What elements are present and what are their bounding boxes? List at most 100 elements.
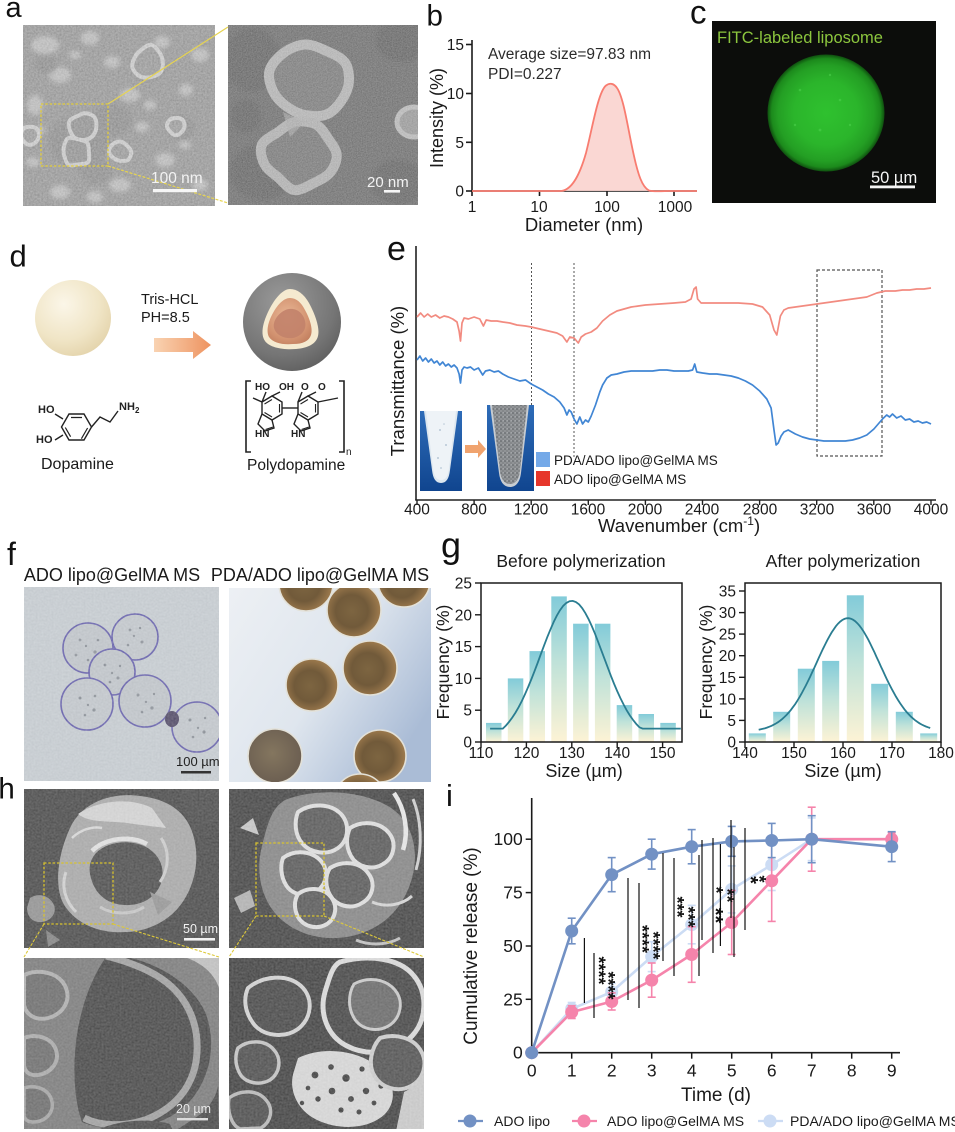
svg-text:Average size=97.83 nm: Average size=97.83 nm xyxy=(488,46,651,63)
svg-text:180: 180 xyxy=(928,745,954,762)
svg-text:3600: 3600 xyxy=(857,502,892,519)
svg-text:PH=8.5: PH=8.5 xyxy=(141,310,190,326)
svg-text:f: f xyxy=(7,536,16,572)
svg-text:10: 10 xyxy=(455,671,473,688)
svg-text:PDA/ADO lipo@GelMA MS: PDA/ADO lipo@GelMA MS xyxy=(211,565,429,585)
svg-text:HO: HO xyxy=(255,382,270,393)
svg-text:35: 35 xyxy=(719,584,736,601)
svg-text:Wavenumber (cm-1): Wavenumber (cm-1) xyxy=(598,514,760,536)
svg-text:After polymerization: After polymerization xyxy=(766,551,921,571)
svg-text:50 µm: 50 µm xyxy=(871,169,917,187)
svg-text:110: 110 xyxy=(469,745,494,762)
svg-text:6: 6 xyxy=(767,1061,777,1081)
svg-text:9: 9 xyxy=(887,1061,897,1081)
svg-text:1200: 1200 xyxy=(514,502,549,519)
svg-text:5: 5 xyxy=(455,135,464,152)
svg-text:g: g xyxy=(441,525,461,566)
svg-text:100 nm: 100 nm xyxy=(151,170,203,187)
svg-text:20: 20 xyxy=(455,607,473,624)
svg-text:i: i xyxy=(446,778,453,813)
svg-text:HN: HN xyxy=(291,429,305,440)
svg-text:100: 100 xyxy=(493,829,522,849)
svg-text:n: n xyxy=(346,447,352,458)
svg-text:30: 30 xyxy=(719,605,737,622)
svg-text:c: c xyxy=(690,0,707,31)
svg-text:170: 170 xyxy=(879,745,905,762)
svg-text:HO: HO xyxy=(36,434,53,446)
svg-text:***: *** xyxy=(678,906,698,927)
svg-text:****: **** xyxy=(598,971,618,999)
svg-text:*: * xyxy=(749,875,769,882)
svg-text:160: 160 xyxy=(830,745,856,762)
svg-text:ADO lipo@GelMA MS: ADO lipo@GelMA MS xyxy=(554,472,686,487)
svg-text:PDA/ADO lipo@GelMA MS: PDA/ADO lipo@GelMA MS xyxy=(790,1113,955,1129)
svg-text:Diameter (nm): Diameter (nm) xyxy=(525,214,643,235)
svg-text:0: 0 xyxy=(463,735,472,752)
svg-text:2000: 2000 xyxy=(628,502,663,519)
svg-text:O: O xyxy=(301,382,309,393)
svg-text:100: 100 xyxy=(594,199,620,216)
svg-text:NH: NH xyxy=(119,401,135,413)
svg-text:b: b xyxy=(427,0,443,33)
svg-text:1000: 1000 xyxy=(658,199,693,216)
svg-text:Cumulative release (%): Cumulative release (%) xyxy=(461,847,482,1044)
svg-text:*: * xyxy=(739,876,761,884)
svg-text:2: 2 xyxy=(135,406,140,415)
svg-text:25: 25 xyxy=(719,627,736,644)
svg-text:150: 150 xyxy=(650,745,676,762)
svg-text:130: 130 xyxy=(559,745,585,762)
svg-text:HN: HN xyxy=(255,429,269,440)
svg-text:****: **** xyxy=(643,931,663,959)
svg-text:25: 25 xyxy=(455,576,472,593)
svg-text:PDA/ADO lipo@GelMA MS: PDA/ADO lipo@GelMA MS xyxy=(554,453,718,468)
svg-text:50 µm: 50 µm xyxy=(183,922,218,936)
svg-text:20 µm: 20 µm xyxy=(176,1102,211,1116)
svg-text:Transmittance (%): Transmittance (%) xyxy=(387,306,408,456)
svg-text:Intensity (%): Intensity (%) xyxy=(427,68,447,168)
svg-text:ADO lipo@GelMA MS: ADO lipo@GelMA MS xyxy=(24,565,200,585)
svg-text:400: 400 xyxy=(404,502,430,519)
svg-text:5: 5 xyxy=(727,713,736,730)
svg-text:*: * xyxy=(706,886,726,893)
svg-text:0: 0 xyxy=(455,184,464,201)
svg-text:4: 4 xyxy=(687,1061,697,1081)
svg-text:HO: HO xyxy=(38,404,55,416)
svg-text:2: 2 xyxy=(607,1061,617,1081)
svg-text:**: ** xyxy=(717,888,737,902)
svg-text:10: 10 xyxy=(530,199,548,216)
svg-text:7: 7 xyxy=(807,1061,817,1081)
svg-text:2800: 2800 xyxy=(743,502,778,519)
svg-text:150: 150 xyxy=(781,745,807,762)
svg-text:1600: 1600 xyxy=(571,502,606,519)
svg-text:**: ** xyxy=(704,908,726,924)
svg-text:d: d xyxy=(10,239,27,274)
svg-text:20: 20 xyxy=(719,648,737,665)
svg-text:10: 10 xyxy=(447,86,465,103)
svg-text:e: e xyxy=(387,230,406,268)
svg-text:15: 15 xyxy=(719,670,736,687)
svg-text:25: 25 xyxy=(503,989,522,1009)
svg-text:Size (µm): Size (µm) xyxy=(545,761,622,781)
svg-text:1: 1 xyxy=(468,199,477,216)
svg-text:ADO lipo: ADO lipo xyxy=(494,1113,550,1129)
svg-text:Time (d): Time (d) xyxy=(681,1085,751,1106)
svg-text:0: 0 xyxy=(527,1061,537,1081)
svg-text:140: 140 xyxy=(604,745,630,762)
svg-text:O: O xyxy=(318,382,326,393)
svg-text:75: 75 xyxy=(503,883,522,903)
svg-text:50: 50 xyxy=(503,936,523,956)
svg-text:15: 15 xyxy=(455,639,472,656)
svg-text:100 µm: 100 µm xyxy=(176,754,220,769)
svg-text:PDI=0.227: PDI=0.227 xyxy=(488,66,562,83)
svg-text:8: 8 xyxy=(847,1061,857,1081)
svg-text:5: 5 xyxy=(727,1061,737,1081)
svg-text:Frequency (%): Frequency (%) xyxy=(433,605,453,720)
svg-text:10: 10 xyxy=(719,691,737,708)
svg-text:Tris-HCL: Tris-HCL xyxy=(141,292,198,308)
svg-text:Frequency (%): Frequency (%) xyxy=(696,605,716,720)
svg-text:3: 3 xyxy=(647,1061,657,1081)
svg-text:FITC-labeled liposome: FITC-labeled liposome xyxy=(717,29,883,47)
svg-text:0: 0 xyxy=(513,1043,523,1063)
svg-text:20 nm: 20 nm xyxy=(367,174,409,191)
svg-text:Before polymerization: Before polymerization xyxy=(496,551,665,571)
